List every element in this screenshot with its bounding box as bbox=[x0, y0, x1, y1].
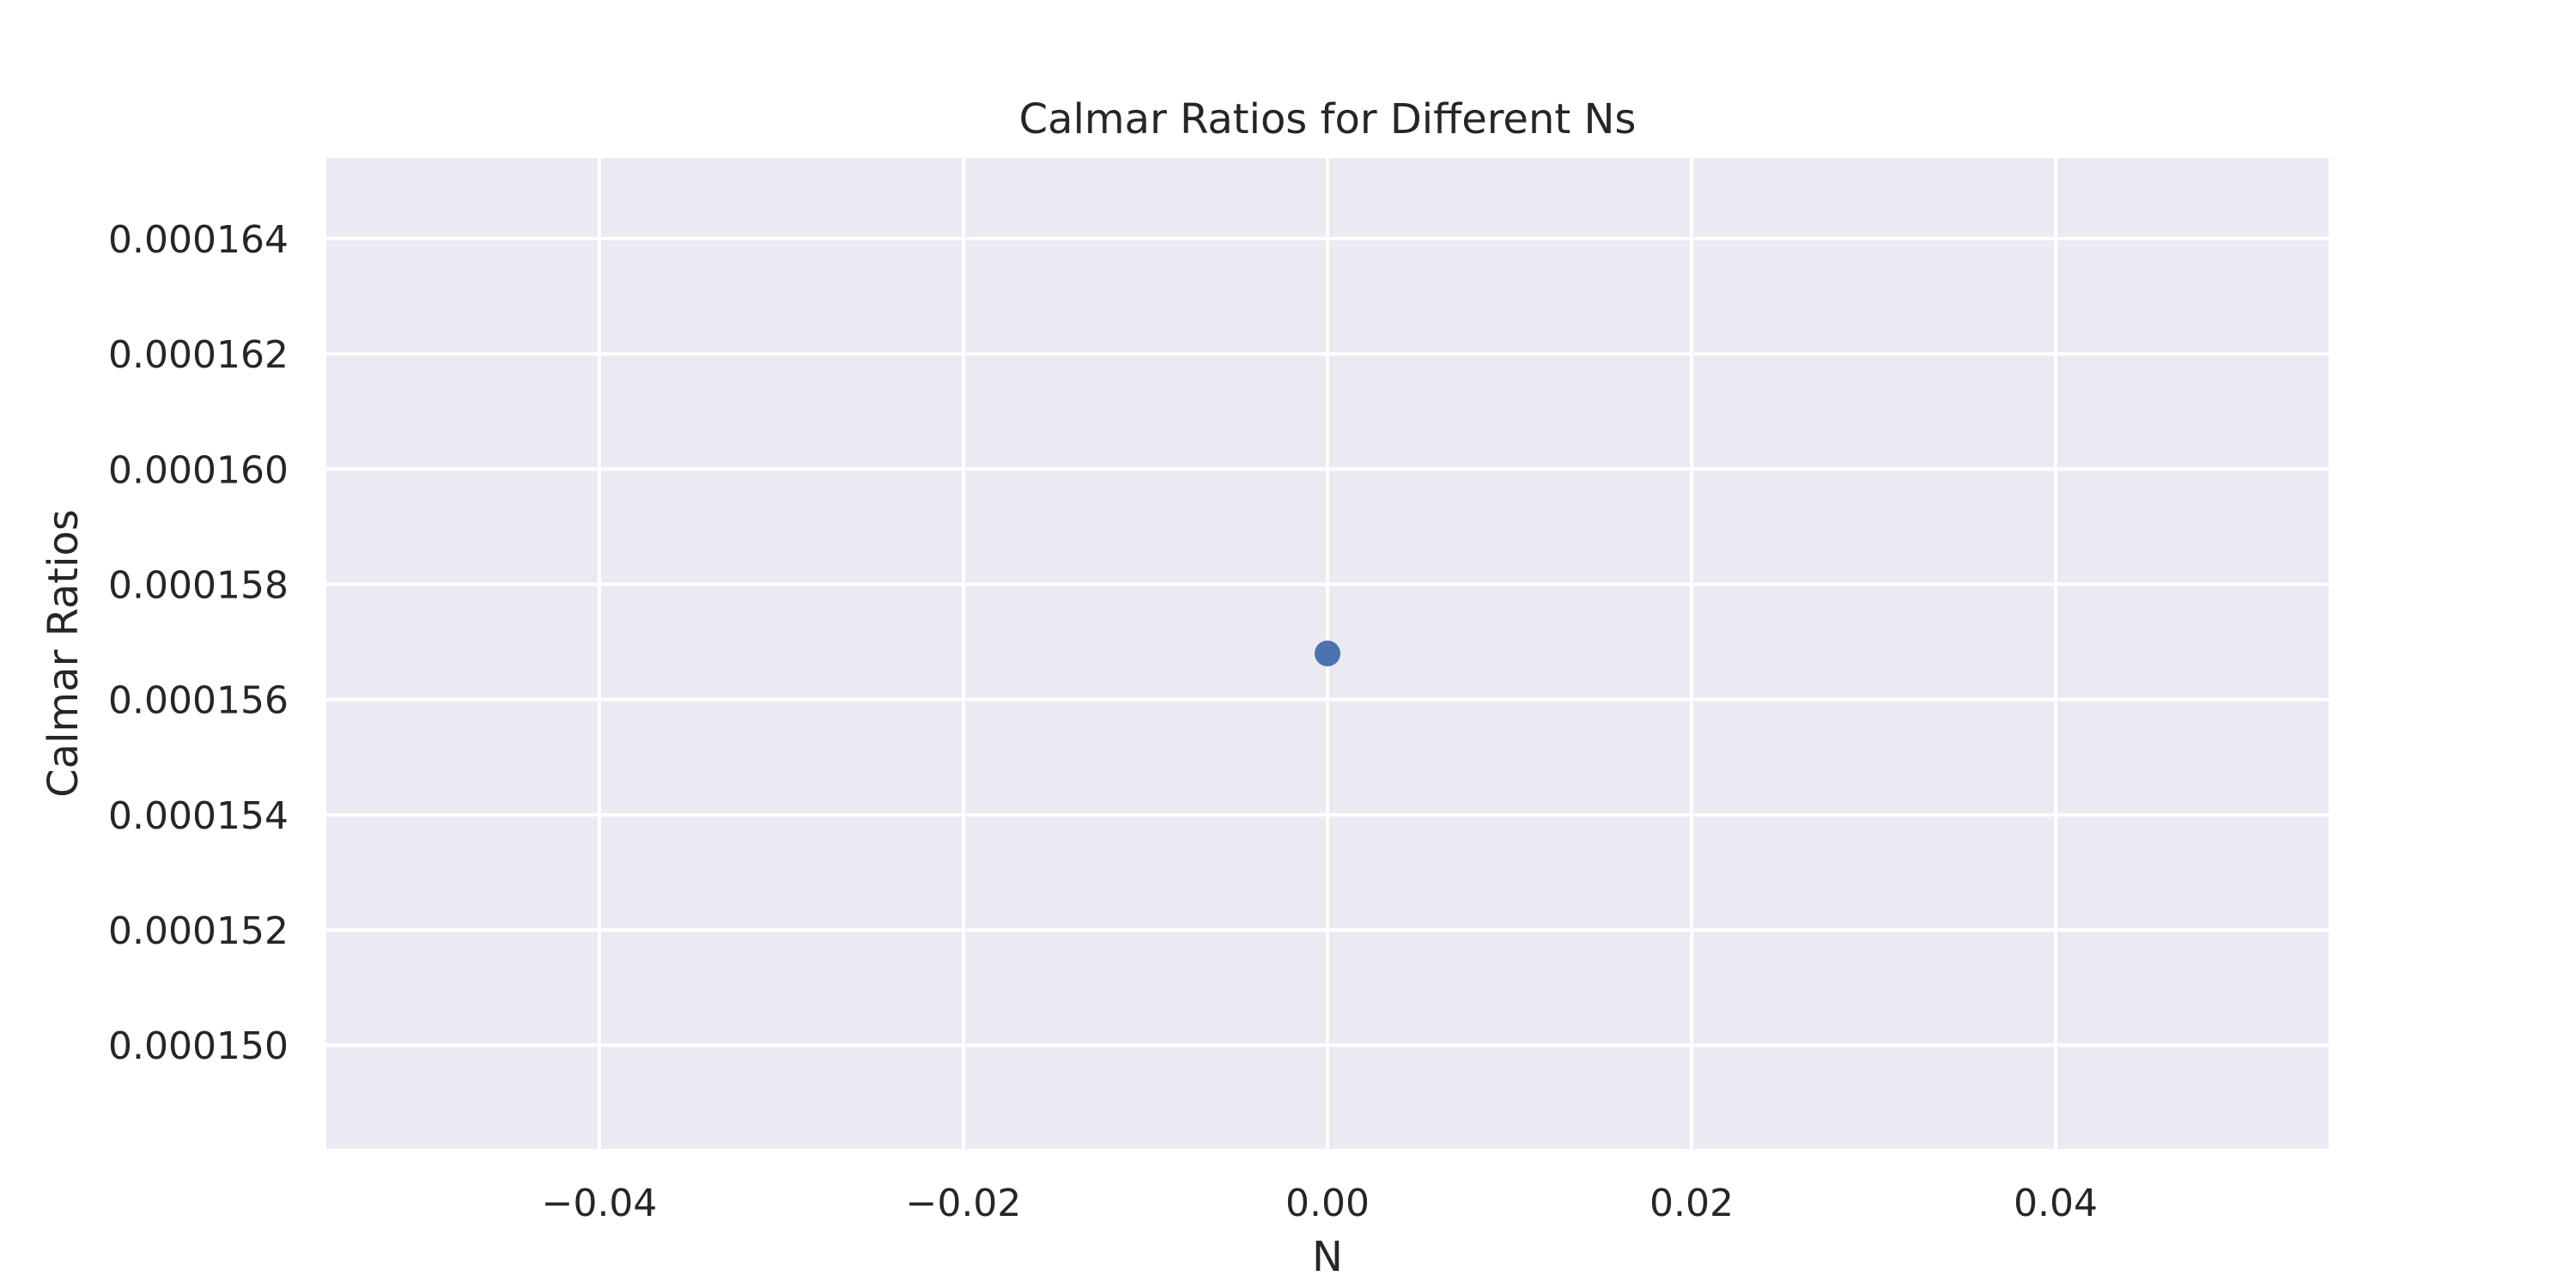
x-tick-label: 0.04 bbox=[2014, 1182, 2098, 1225]
y-tick-label: 0.000162 bbox=[108, 333, 289, 377]
y-tick-label: 0.000156 bbox=[108, 679, 289, 723]
x-tick-label: 0.02 bbox=[1649, 1182, 1734, 1225]
y-tick-label: 0.000164 bbox=[108, 218, 289, 262]
x-axis-label: N bbox=[1312, 1233, 1343, 1281]
x-tick-label: −0.04 bbox=[542, 1182, 658, 1225]
y-tick-label: 0.000160 bbox=[108, 448, 289, 492]
y-axis-label: Calmar Ratios bbox=[39, 509, 88, 798]
y-axis-ticks: 0.000150 0.000152 0.000154 0.000156 0.000158… bbox=[108, 218, 289, 1068]
x-tick-label: 0.00 bbox=[1285, 1182, 1370, 1225]
x-tick-label: −0.02 bbox=[906, 1182, 1022, 1225]
y-tick-label: 0.000152 bbox=[108, 909, 289, 953]
data-point bbox=[1315, 641, 1340, 666]
y-tick-label: 0.000158 bbox=[108, 563, 289, 607]
y-tick-label: 0.000154 bbox=[108, 794, 289, 838]
chart-title: Calmar Ratios for Different Ns bbox=[1019, 95, 1637, 143]
y-tick-label: 0.000150 bbox=[108, 1024, 289, 1068]
x-axis-ticks: −0.04 −0.02 0.00 0.02 0.04 bbox=[542, 1182, 2098, 1225]
data-points bbox=[1315, 641, 1340, 666]
